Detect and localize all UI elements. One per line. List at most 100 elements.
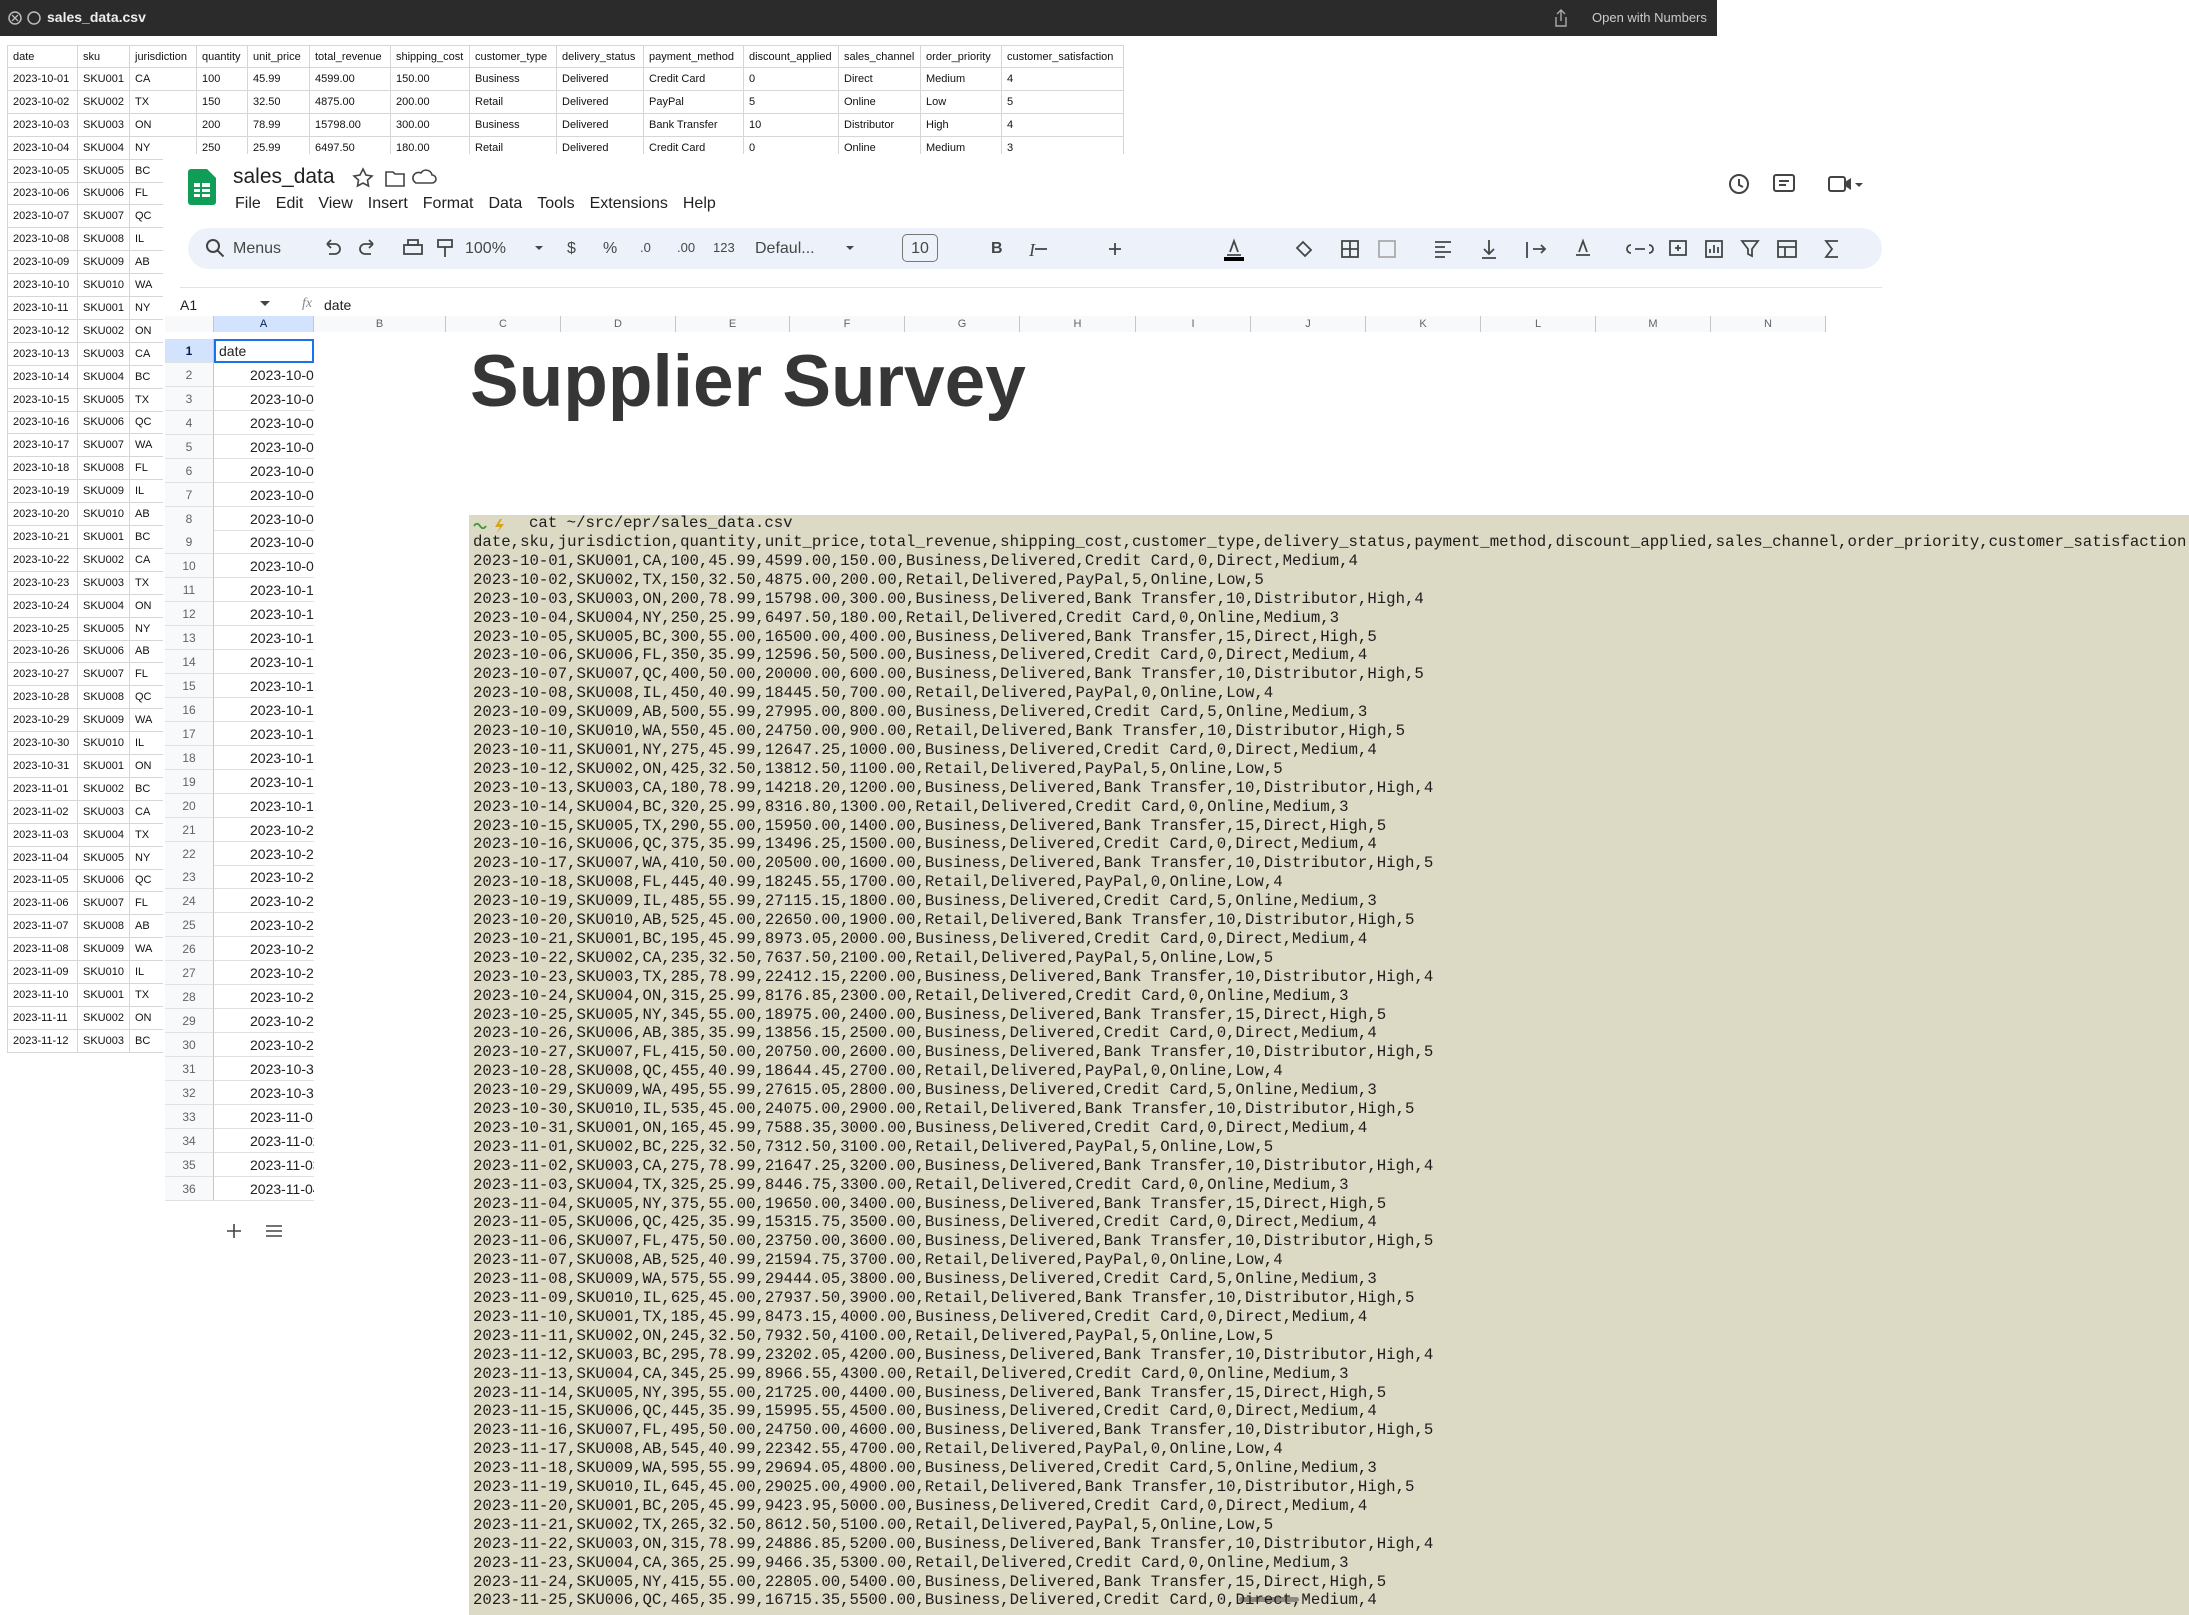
cell[interactable]: 2023-10-14 <box>214 674 314 699</box>
name-box-caret[interactable] <box>259 299 271 309</box>
cell[interactable]: 2023-10-01 <box>214 363 314 387</box>
title-icons[interactable] <box>352 167 442 189</box>
cell[interactable]: 2023-10-21 <box>214 842 314 866</box>
row-number[interactable]: 19 <box>165 769 214 794</box>
toolbar-font-size[interactable]: 10 <box>902 234 938 262</box>
row-number[interactable]: 6 <box>165 458 214 483</box>
row-number[interactable]: 25 <box>165 913 214 938</box>
row-number[interactable]: 5 <box>165 434 214 459</box>
column-header[interactable]: C <box>446 316 561 332</box>
cell[interactable]: 2023-10-11 <box>214 602 314 627</box>
menu-item[interactable]: Data <box>488 195 523 212</box>
column-header[interactable]: J <box>1251 316 1366 332</box>
header-icons[interactable] <box>1727 172 1882 198</box>
sheet-bar-buttons[interactable] <box>223 1220 293 1242</box>
cell[interactable]: 2023-10-10 <box>214 578 314 603</box>
cell[interactable]: 2023-10-16 <box>214 722 314 746</box>
column-header[interactable]: D <box>561 316 676 332</box>
row-number[interactable]: 12 <box>165 602 214 627</box>
name-box[interactable]: A1 <box>180 297 198 313</box>
doc-title[interactable]: sales_data <box>233 165 335 188</box>
row-number[interactable]: 35 <box>165 1152 214 1177</box>
cell[interactable]: 2023-10-31 <box>214 1081 314 1105</box>
row-number[interactable]: 15 <box>165 674 214 699</box>
toolbar-icons[interactable] <box>313 236 1873 262</box>
toolbar-decrease-decimal[interactable]: .0 <box>640 240 651 255</box>
row-number[interactable]: 1 <box>165 339 214 363</box>
cell[interactable]: 2023-10-12 <box>214 626 314 651</box>
row-number[interactable]: 21 <box>165 817 214 842</box>
cell[interactable]: 2023-10-18 <box>214 770 314 794</box>
toolbar-currency[interactable]: $ <box>567 240 576 257</box>
column-header[interactable]: L <box>1481 316 1596 332</box>
toolbar-increase-decimal[interactable]: .00 <box>677 240 696 255</box>
menu-item[interactable]: Tools <box>537 195 575 212</box>
row-number[interactable]: 34 <box>165 1128 214 1153</box>
cell[interactable]: 2023-11-01 <box>214 1105 314 1129</box>
row-number[interactable]: 30 <box>165 1032 214 1057</box>
cell[interactable]: 2023-10-26 <box>214 961 314 986</box>
row-number[interactable]: 27 <box>165 961 214 986</box>
row-number[interactable]: 10 <box>165 554 214 579</box>
row-number[interactable]: 22 <box>165 841 214 866</box>
share-icon[interactable] <box>1553 8 1569 28</box>
cell[interactable]: 2023-10-22 <box>214 865 314 890</box>
menu-item[interactable]: View <box>318 195 353 212</box>
column-header[interactable]: M <box>1596 316 1711 332</box>
row-number[interactable]: 8 <box>165 506 214 531</box>
menu-item[interactable]: Edit <box>275 195 304 212</box>
cell[interactable]: 2023-10-25 <box>214 937 314 962</box>
cell[interactable]: 2023-10-30 <box>214 1057 314 1081</box>
cell[interactable]: 2023-10-20 <box>214 818 314 842</box>
row-number[interactable]: 23 <box>165 865 214 890</box>
row-number[interactable]: 13 <box>165 626 214 651</box>
column-header[interactable]: N <box>1711 316 1826 332</box>
row-number[interactable]: 36 <box>165 1176 214 1201</box>
row-number[interactable]: 17 <box>165 721 214 746</box>
cell[interactable]: 2023-11-04 <box>214 1177 314 1201</box>
cell[interactable]: 2023-10-02 <box>214 387 314 411</box>
cell[interactable]: 2023-10-17 <box>214 746 314 770</box>
toolbar-italic[interactable]: I <box>1029 240 1035 260</box>
row-number[interactable]: 29 <box>165 1009 214 1034</box>
cell[interactable]: 2023-10-13 <box>214 650 314 675</box>
cell[interactable]: 2023-10-04 <box>214 435 314 459</box>
column-header[interactable]: B <box>314 316 446 332</box>
row-number[interactable]: 14 <box>165 650 214 675</box>
menu-item[interactable]: Extensions <box>589 195 668 212</box>
menu-item[interactable]: Help <box>682 195 716 212</box>
row-number[interactable]: 32 <box>165 1080 214 1105</box>
menu-item[interactable]: Insert <box>367 195 408 212</box>
row-number[interactable]: 7 <box>165 482 214 507</box>
row-number[interactable]: 16 <box>165 697 214 722</box>
toolbar-number-format[interactable]: 123 <box>713 240 735 255</box>
cell[interactable]: 2023-10-08 <box>214 530 314 555</box>
column-header[interactable]: K <box>1366 316 1481 332</box>
menu-item[interactable]: Format <box>422 195 474 212</box>
row-number[interactable]: 11 <box>165 578 214 603</box>
open-with-button[interactable]: Open with Numbers <box>1592 10 1707 25</box>
cell[interactable]: 2023-10-15 <box>214 698 314 722</box>
column-header[interactable]: G <box>905 316 1020 332</box>
column-header[interactable]: A <box>214 316 314 332</box>
column-header[interactable]: I <box>1136 316 1251 332</box>
cell[interactable]: 2023-10-06 <box>214 483 314 507</box>
row-number[interactable]: 24 <box>165 889 214 914</box>
cell[interactable]: 2023-10-05 <box>214 459 314 483</box>
toolbar-font[interactable]: Defaul... <box>755 240 815 257</box>
cell[interactable]: 2023-10-23 <box>214 889 314 914</box>
row-number[interactable]: 20 <box>165 793 214 818</box>
row-number[interactable]: 3 <box>165 386 214 411</box>
cell[interactable]: 2023-10-24 <box>214 913 314 938</box>
toolbar-bold[interactable]: B <box>991 240 1003 257</box>
cell[interactable]: 2023-10-28 <box>214 1009 314 1034</box>
cell[interactable]: 2023-10-19 <box>214 794 314 818</box>
window-controls[interactable] <box>7 9 43 27</box>
cell[interactable]: 2023-10-09 <box>214 554 314 579</box>
row-number[interactable]: 9 <box>165 530 214 555</box>
menu-item[interactable]: File <box>235 195 261 212</box>
cell[interactable]: 2023-10-07 <box>214 507 314 531</box>
toolbar-zoom[interactable]: 100% <box>465 240 506 257</box>
row-number[interactable]: 18 <box>165 745 214 770</box>
row-number[interactable]: 28 <box>165 985 214 1010</box>
